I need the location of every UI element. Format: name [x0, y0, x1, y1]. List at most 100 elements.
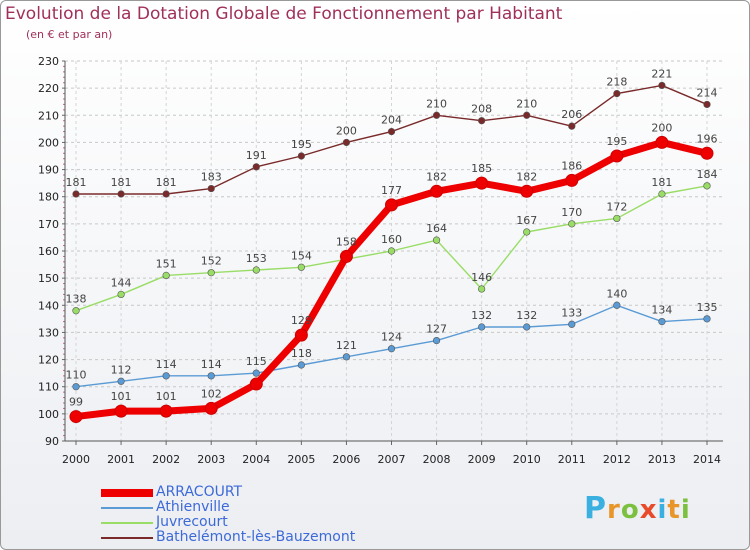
legend-swatch-juvrecourt: [101, 522, 153, 524]
legend-label-bathelemont: Bathelémont-lès-Bauzemont: [156, 529, 356, 545]
data-label: 112: [111, 363, 132, 376]
data-point: [523, 323, 531, 331]
data-point: [523, 228, 531, 236]
data-label: 135: [697, 301, 718, 314]
data-label: 210: [426, 97, 447, 110]
data-label: 182: [426, 170, 447, 183]
data-label: 218: [606, 76, 627, 89]
data-point: [207, 372, 215, 380]
data-label: 195: [291, 138, 312, 151]
data-label: 101: [111, 390, 132, 403]
data-point: [565, 173, 579, 187]
data-label: 172: [606, 200, 627, 213]
legend-label-arracourt: ARRACOURT: [156, 484, 243, 500]
data-label: 177: [381, 184, 402, 197]
logo-letter: x: [639, 495, 658, 525]
data-point: [207, 184, 215, 193]
data-label: 129: [291, 314, 312, 327]
data-point: [387, 127, 396, 136]
data-label: 183: [201, 171, 222, 184]
data-label: 221: [651, 67, 672, 80]
x-tick-label: 2013: [648, 453, 676, 466]
data-point: [162, 271, 170, 280]
data-point: [478, 285, 486, 293]
data-point: [339, 249, 353, 263]
data-point: [610, 149, 624, 163]
series-layer: [69, 81, 714, 424]
data-point: [297, 152, 305, 160]
data-point: [297, 263, 305, 271]
data-label: 196: [697, 132, 718, 145]
y-tick-label: 90: [45, 435, 59, 448]
data-point: [700, 146, 714, 160]
logo-letter: r: [607, 495, 621, 525]
logo-letter: P: [584, 491, 607, 526]
x-tick-label: 2011: [558, 453, 586, 466]
data-point: [703, 182, 711, 190]
data-point: [568, 220, 576, 228]
data-label: 127: [426, 323, 447, 336]
data-label: 132: [516, 309, 537, 322]
data-point: [117, 190, 125, 198]
grid-lines: [65, 60, 723, 442]
data-label: 170: [561, 206, 582, 219]
y-tick-label: 160: [38, 245, 59, 258]
x-tick-label: 2009: [468, 453, 496, 466]
data-label: 114: [156, 358, 177, 371]
legend-label-juvrecourt: Juvrecourt: [156, 514, 228, 530]
data-point: [117, 290, 125, 299]
chart-subtitle: (en € et par an): [26, 28, 113, 41]
data-point: [114, 404, 128, 418]
y-tick-label: 120: [38, 354, 59, 367]
data-point: [520, 184, 534, 198]
y-tick-label: 210: [38, 109, 59, 122]
data-point: [432, 336, 441, 345]
x-tick-label: 2005: [287, 453, 315, 466]
y-tick-label: 220: [38, 82, 59, 95]
y-tick-label: 100: [38, 408, 59, 421]
chart-title: Evolution de la Dotation Globale de Fonc…: [5, 4, 563, 24]
y-tick-label: 110: [38, 381, 59, 394]
legend-swatch-bathelemont: [101, 537, 153, 539]
data-label: 181: [156, 176, 177, 189]
data-point: [72, 307, 80, 315]
data-point: [207, 269, 215, 277]
data-point: [703, 100, 711, 109]
y-tick-label: 140: [38, 299, 59, 312]
data-label: 186: [561, 159, 582, 172]
data-point: [342, 138, 351, 147]
data-label: 182: [516, 170, 537, 183]
data-point: [523, 111, 531, 119]
proxiti-logo[interactable]: Proxiti: [584, 491, 691, 526]
x-tick-label: 2001: [107, 453, 135, 466]
line-chart: 9010011012013014015016017018019020021022…: [38, 55, 723, 466]
y-tick-label: 200: [38, 136, 59, 149]
data-label: 132: [471, 309, 492, 322]
series-athienville: [72, 301, 711, 391]
data-point: [69, 410, 83, 424]
data-point: [613, 214, 621, 223]
legend-label-athienville: Athienville: [156, 499, 230, 515]
y-tick-label: 230: [38, 55, 59, 68]
data-label: 102: [201, 387, 222, 400]
series-arracourt: [69, 135, 714, 424]
x-tick-label: 2008: [423, 453, 451, 466]
logo-letter: i: [680, 495, 691, 525]
data-label: 118: [291, 347, 312, 360]
data-point: [387, 247, 396, 255]
x-tick-label: 2007: [378, 453, 406, 466]
data-point: [658, 190, 666, 198]
data-point: [387, 345, 396, 353]
data-label: 133: [561, 306, 582, 319]
data-point: [342, 353, 351, 361]
x-tick-label: 2006: [332, 453, 360, 466]
data-point: [568, 122, 576, 130]
data-label: 208: [471, 103, 492, 116]
data-point: [475, 176, 489, 190]
data-label: 144: [111, 276, 132, 289]
x-tick-label: 2003: [197, 453, 225, 466]
data-point: [249, 377, 263, 391]
x-tick-label: 2000: [62, 453, 90, 466]
data-point: [655, 135, 669, 149]
axes: 9010011012013014015016017018019020021022…: [38, 55, 723, 466]
